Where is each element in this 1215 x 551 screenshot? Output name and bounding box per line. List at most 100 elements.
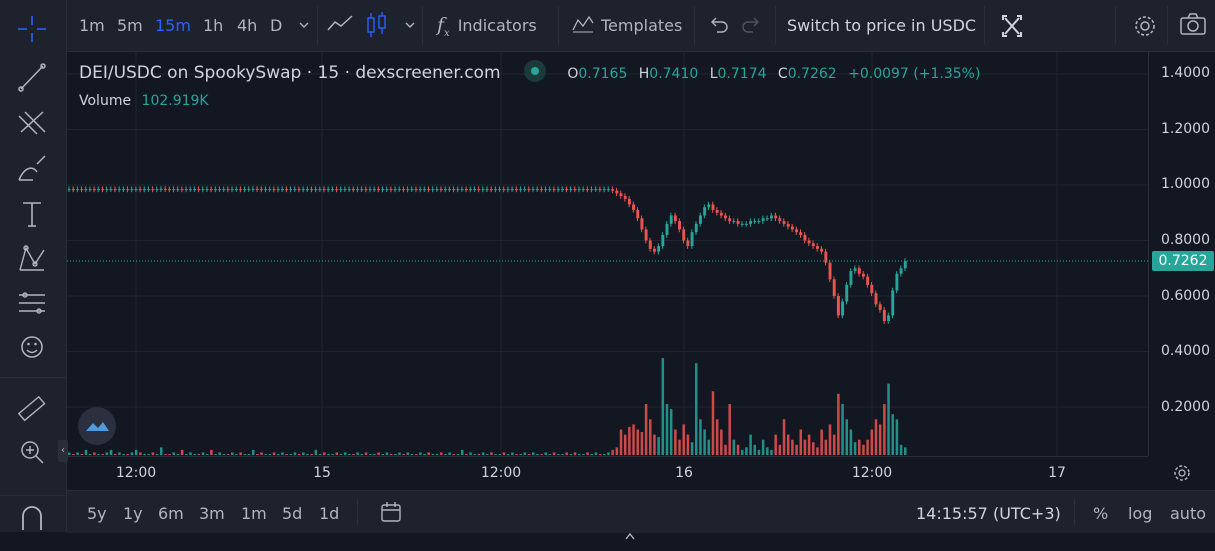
range-6m[interactable]: 6m [158, 504, 184, 523]
candle-body [368, 189, 372, 191]
fib-retracement-icon[interactable] [13, 106, 51, 140]
time-axis[interactable]: 12:00 15 12:00 16 12:00 17 [67, 456, 1148, 490]
interval-4h[interactable]: 4h [237, 16, 258, 35]
symbol-title[interactable]: DEI/USDC on SpookySwap · 15 · dexscreene… [79, 63, 501, 83]
candles-chart-icon[interactable] [365, 0, 389, 51]
volume-bar [460, 449, 464, 455]
volume-bar [477, 454, 481, 455]
percent-toggle[interactable]: % [1093, 504, 1109, 523]
fullscreen-icon[interactable] [999, 0, 1025, 51]
volume-bar [619, 429, 623, 455]
volume-bar [870, 429, 874, 455]
candle-body [381, 189, 385, 191]
chart-pane[interactable] [67, 52, 1148, 456]
ruler-icon[interactable] [13, 392, 51, 426]
volume-bar [210, 449, 213, 455]
interval-dropdown-chevron-icon[interactable] [297, 0, 311, 51]
candle-body [460, 189, 464, 191]
volume-bar [682, 424, 685, 455]
candle-body [510, 189, 514, 191]
log-toggle[interactable]: log [1128, 504, 1153, 523]
candle-body [88, 189, 92, 191]
volume-bar [302, 452, 305, 455]
volume-bar [891, 414, 894, 455]
volume-bar [807, 434, 811, 455]
candle-body [753, 221, 757, 223]
goto-date-icon[interactable] [379, 491, 403, 533]
range-1m[interactable]: 1m [241, 504, 267, 523]
emoji-icon[interactable] [13, 330, 51, 364]
volume-bar [740, 449, 744, 455]
range-5y[interactable]: 5y [87, 504, 107, 523]
volume-bar [281, 452, 284, 455]
volume-bar [427, 452, 430, 455]
candle-body [318, 189, 322, 191]
candle-body [807, 240, 811, 244]
volume-bar [795, 444, 798, 455]
clock-readout[interactable]: 14:15:57 (UTC+3) [916, 504, 1061, 523]
volume-bar [72, 454, 75, 455]
brush-icon[interactable] [13, 152, 51, 186]
prediction-tool-icon[interactable] [13, 286, 51, 320]
templates-button[interactable]: Templates [571, 0, 682, 51]
interval-1m[interactable]: 1m [79, 16, 105, 35]
candle-body [402, 189, 406, 191]
settings-gear-icon[interactable] [1131, 0, 1159, 51]
candle-body [343, 189, 347, 191]
candle-body [803, 234, 807, 241]
toolbar-divider [1115, 6, 1116, 45]
range-5d[interactable]: 5d [282, 504, 303, 523]
auto-toggle[interactable]: auto [1170, 504, 1207, 523]
volume-bar [247, 454, 251, 455]
volume-bar [205, 454, 209, 455]
pattern-tool-icon[interactable] [13, 242, 51, 276]
candle-body [276, 189, 280, 191]
chart-type-chevron-icon[interactable] [403, 0, 417, 51]
interval-15m[interactable]: 15m [155, 16, 191, 35]
candle-body [540, 189, 544, 191]
candle-body [163, 188, 167, 190]
trend-line-icon[interactable] [13, 60, 51, 94]
axis-settings-gear-icon[interactable] [1170, 462, 1194, 488]
range-1y[interactable]: 1y [123, 504, 143, 523]
candle-body [556, 189, 560, 191]
candle-body [456, 189, 460, 191]
undo-icon[interactable] [707, 0, 729, 51]
toolbar-divider [984, 6, 985, 45]
candle-body [611, 189, 615, 191]
range-1d[interactable]: 1d [319, 504, 340, 523]
indicators-label: Indicators [457, 16, 537, 35]
volume-bar [456, 454, 460, 455]
line-chart-icon[interactable] [325, 0, 355, 51]
volume-bar [289, 454, 293, 455]
time-tick: 16 [675, 465, 693, 481]
collapse-toolbar-button[interactable]: ‹ [58, 440, 68, 462]
interval-5m[interactable]: 5m [117, 16, 143, 35]
volume-bar [406, 452, 410, 455]
volume-bar [720, 429, 723, 455]
crosshair-icon[interactable] [13, 12, 51, 46]
indicators-button[interactable]: fx Indicators [437, 0, 537, 51]
candle-body [130, 189, 134, 191]
magnet-icon[interactable] [13, 498, 51, 532]
interval-d[interactable]: D [270, 16, 283, 35]
interval-1h[interactable]: 1h [203, 16, 224, 35]
candle-body [326, 189, 330, 191]
camera-icon[interactable] [1179, 0, 1207, 51]
volume-bar [757, 449, 761, 455]
zoom-in-icon[interactable] [13, 435, 51, 469]
switch-price-button[interactable]: Switch to price in USDC [787, 16, 977, 35]
volume-bar [465, 454, 468, 455]
volume-bar [519, 454, 522, 455]
candle-body [636, 209, 640, 219]
text-tool-icon[interactable] [13, 197, 51, 231]
price-chart[interactable] [67, 52, 1148, 456]
candle-body [573, 189, 577, 191]
top-toolbar: 1m 5m 15m 1h 4h D fx Indicators Templates… [67, 0, 1215, 52]
price-axis[interactable]: 1.4000 1.2000 1.0000 0.8000 0.6000 0.400… [1148, 52, 1215, 456]
range-3m[interactable]: 3m [199, 504, 225, 523]
redo-icon[interactable] [741, 0, 763, 51]
volume-bar [557, 454, 560, 455]
volume-bar [352, 454, 355, 455]
volume-bar [452, 454, 456, 455]
